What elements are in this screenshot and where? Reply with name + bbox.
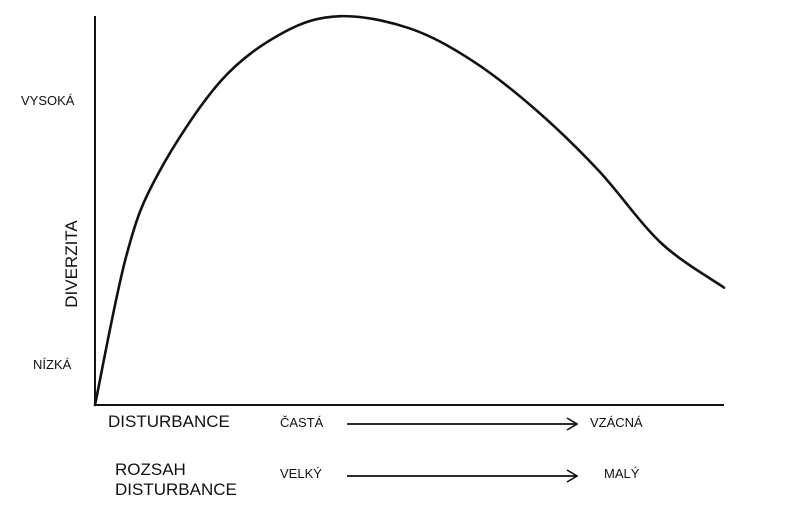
disturbance-label: DISTURBANCE — [108, 412, 230, 431]
disturbance-scale-label-line2: DISTURBANCE — [115, 480, 237, 499]
y-high-label: VYSOKÁ — [21, 93, 75, 108]
frequency-from-label: ČASTÁ — [280, 415, 324, 430]
frequency-to-label: VZÁCNÁ — [590, 415, 643, 430]
scale-to-label: MALÝ — [604, 466, 640, 481]
y-low-label: NÍZKÁ — [33, 357, 72, 372]
diversity-curve — [93, 14, 726, 407]
disturbance-scale-label-line1: ROZSAH — [115, 460, 186, 479]
y-axis-title: DIVERZITA — [62, 220, 81, 308]
disturbance-scale-label: ROZSAH DISTURBANCE — [115, 460, 237, 500]
scale-from-label: VELKÝ — [280, 466, 322, 481]
